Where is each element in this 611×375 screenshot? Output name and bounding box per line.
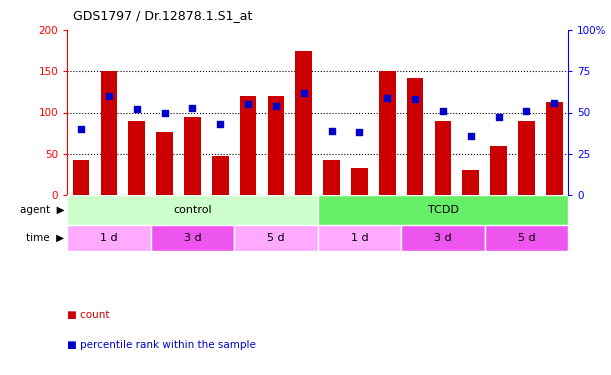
- Bar: [518, 121, 535, 195]
- Bar: [73, 160, 89, 195]
- Bar: [401, 225, 485, 251]
- Text: TCDD: TCDD: [428, 205, 458, 215]
- Text: 3 d: 3 d: [434, 233, 452, 243]
- Bar: [351, 168, 368, 195]
- Bar: [485, 225, 568, 251]
- Bar: [318, 195, 568, 225]
- Bar: [234, 225, 318, 251]
- Point: [410, 96, 420, 102]
- Text: ■ percentile rank within the sample: ■ percentile rank within the sample: [67, 340, 256, 350]
- Point: [159, 110, 169, 116]
- Point: [271, 103, 281, 109]
- Bar: [128, 121, 145, 195]
- Bar: [490, 146, 507, 195]
- Bar: [296, 51, 312, 195]
- Bar: [434, 121, 452, 195]
- Point: [466, 133, 476, 139]
- Bar: [184, 117, 201, 195]
- Bar: [318, 225, 401, 251]
- Bar: [323, 160, 340, 195]
- Text: agent  ▶: agent ▶: [20, 205, 64, 215]
- Bar: [463, 170, 479, 195]
- Bar: [151, 225, 234, 251]
- Bar: [546, 102, 563, 195]
- Bar: [101, 71, 117, 195]
- Point: [188, 105, 197, 111]
- Text: 5 d: 5 d: [267, 233, 285, 243]
- Point: [494, 114, 503, 120]
- Bar: [67, 225, 151, 251]
- Bar: [240, 96, 257, 195]
- Bar: [407, 78, 423, 195]
- Point: [104, 93, 114, 99]
- Text: 5 d: 5 d: [518, 233, 535, 243]
- Bar: [212, 156, 229, 195]
- Point: [549, 100, 559, 106]
- Bar: [156, 132, 173, 195]
- Bar: [268, 96, 284, 195]
- Bar: [67, 195, 318, 225]
- Point: [132, 106, 142, 112]
- Point: [299, 90, 309, 96]
- Text: control: control: [173, 205, 212, 215]
- Text: 3 d: 3 d: [184, 233, 201, 243]
- Bar: [379, 71, 396, 195]
- Point: [382, 94, 392, 100]
- Text: time  ▶: time ▶: [26, 233, 64, 243]
- Text: 1 d: 1 d: [100, 233, 118, 243]
- Point: [216, 121, 225, 127]
- Point: [327, 128, 337, 134]
- Point: [438, 108, 448, 114]
- Text: 1 d: 1 d: [351, 233, 368, 243]
- Text: GDS1797 / Dr.12878.1.S1_at: GDS1797 / Dr.12878.1.S1_at: [73, 9, 253, 22]
- Point: [354, 129, 364, 135]
- Point: [243, 101, 253, 107]
- Point: [522, 108, 532, 114]
- Point: [76, 126, 86, 132]
- Text: ■ count: ■ count: [67, 310, 110, 320]
